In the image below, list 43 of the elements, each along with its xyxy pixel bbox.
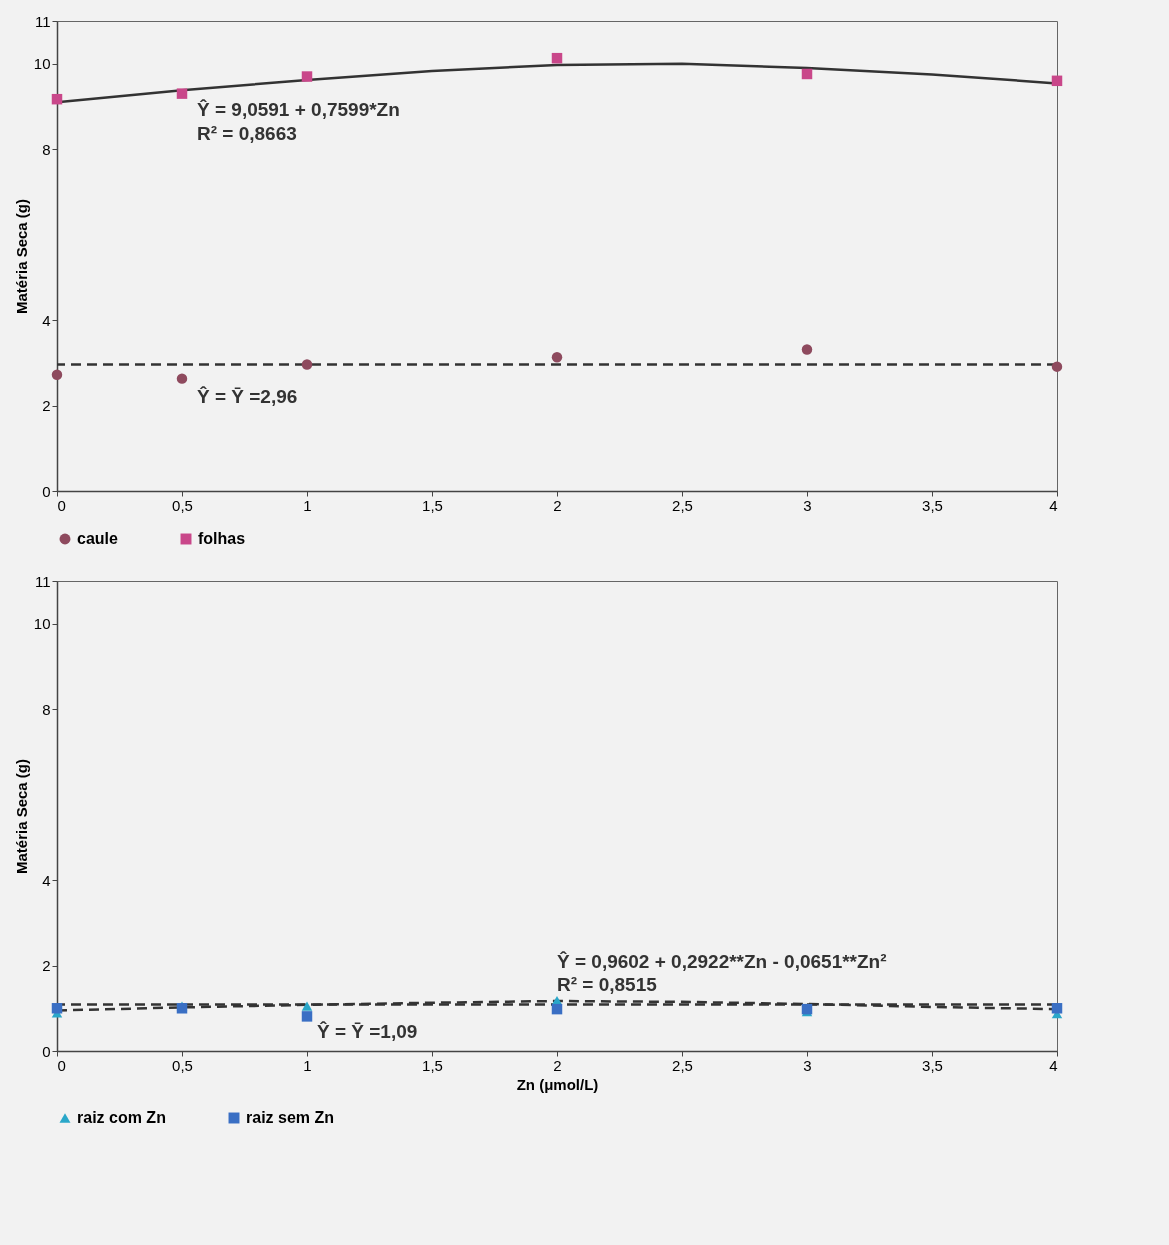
legend-label: folhas — [198, 530, 246, 547]
y-tick-label: 8 — [42, 700, 51, 718]
legend-label: raiz sem Zn — [246, 1109, 335, 1126]
annotation: R² = 0,8515 — [557, 974, 658, 996]
x-tick-label: 2 — [553, 496, 562, 514]
annotation: Ŷ = Ȳ =2,96 — [197, 386, 298, 407]
x-tick-label: 1,5 — [422, 496, 443, 514]
y-axis-title: Matéria Seca (g) — [12, 198, 30, 315]
annotation: R² = 0,8663 — [197, 122, 297, 144]
x-tick-label: 4 — [1049, 1056, 1058, 1074]
y-tick-label: 0 — [42, 482, 51, 500]
x-tick-label: 0,5 — [172, 1056, 193, 1074]
x-tick-label: 3 — [803, 496, 812, 514]
x-tick-label: 4 — [1049, 496, 1058, 514]
x-tick-label: 1,5 — [422, 1056, 443, 1074]
legend-label: caule — [77, 530, 119, 547]
y-tick-label: 10 — [33, 55, 51, 73]
annotation: Ŷ = 9,0591 + 0,7599*Zn — [197, 99, 400, 121]
x-tick-label: 3,5 — [922, 1056, 943, 1074]
x-tick-label: 2 — [553, 1056, 562, 1074]
y-tick-label: 2 — [42, 957, 51, 975]
y-tick-label: 11 — [34, 572, 51, 590]
x-tick-label: 1 — [303, 496, 312, 514]
y-tick-label: 0 — [42, 1042, 51, 1060]
annotation: Ŷ = 0,9602 + 0,2922**Zn - 0,0651**Zn² — [557, 950, 887, 972]
y-tick-label: 8 — [42, 140, 51, 158]
y-tick-label: 2 — [42, 397, 51, 415]
x-tick-label: 2,5 — [672, 496, 693, 514]
y-axis-title: Matéria Seca (g) — [12, 758, 30, 875]
x-tick-label: 0,5 — [172, 496, 193, 514]
annotation: Ŷ = Ȳ =1,09 — [317, 1021, 418, 1043]
x-tick-label: 0 — [57, 496, 66, 514]
x-tick-label: 3,5 — [922, 496, 943, 514]
y-tick-label: 10 — [33, 615, 51, 633]
y-tick-label: 4 — [42, 871, 51, 889]
x-tick-label: 0 — [57, 1056, 66, 1074]
x-tick-label: 3 — [803, 1056, 812, 1074]
x-tick-label: 2,5 — [672, 1056, 693, 1074]
x-tick-label: 1 — [303, 1056, 312, 1074]
y-tick-label: 11 — [34, 12, 51, 30]
x-axis-title: Zn (μmol/L) — [516, 1075, 599, 1093]
y-tick-label: 4 — [42, 311, 51, 329]
legend-label: raiz com Zn — [77, 1109, 166, 1126]
